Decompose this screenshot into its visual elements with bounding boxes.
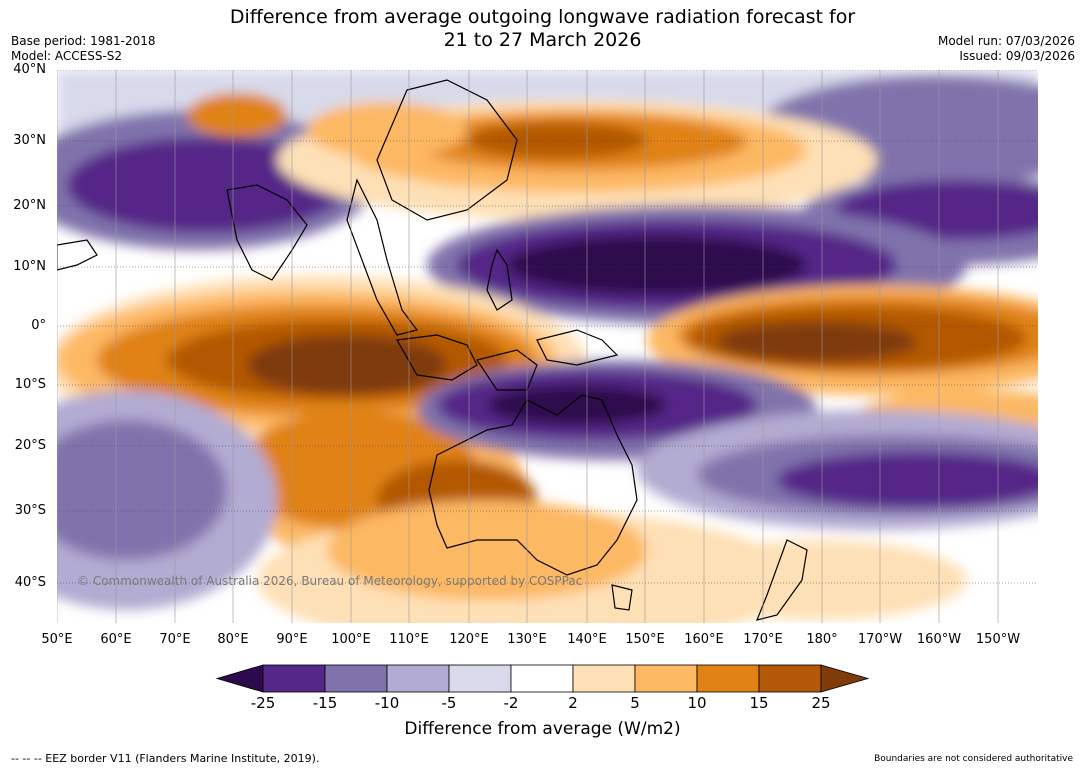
lon-label: 140°E [567,632,607,647]
lat-label: 20°N [13,198,46,213]
colorbar-arrow-low [215,664,264,693]
colorbar-label: 25 [811,694,831,712]
lon-label: 120°E [449,632,489,647]
issued-label: Issued: 09/03/2026 [959,49,1075,63]
lon-label: 100°E [331,632,371,647]
colorbar-label: -25 [250,694,276,712]
colorbar-swatch [758,664,822,693]
copyright-notice: © Commonwealth of Australia 2026, Bureau… [77,574,583,588]
lon-label: 50°E [41,632,73,647]
colorbar-swatch [696,664,760,693]
map-title-line1: Difference from average outgoing longwav… [229,6,856,28]
colorbar-swatch [324,664,388,693]
lon-label: 150°E [625,632,665,647]
lon-label: 150°W [975,632,1021,647]
model-label: Model: ACCESS-S2 [11,49,123,63]
colorbar-label: 5 [630,694,640,712]
lon-label: 110°E [389,632,429,647]
boundary-disclaimer: Boundaries are not considered authoritat… [874,754,1073,764]
lon-label: 180° [806,632,838,647]
lon-label: 130°E [507,632,547,647]
colorbar-label: -2 [503,694,519,712]
lon-label: 70°E [159,632,191,647]
lat-label: 20°S [14,438,46,453]
lat-label: 10°N [13,259,46,274]
model-run-label: Model run: 07/03/2026 [937,34,1075,48]
lon-label: 160°W [916,632,962,647]
colorbar-swatch [386,664,450,693]
lat-label: 30°S [14,503,46,518]
lon-label: 160°E [684,632,724,647]
base-period-label: Base period: 1981-2018 [11,34,156,48]
colorbar-label: 10 [687,694,707,712]
colorbar-arrow-high [820,664,870,693]
olr-anomaly-map [57,70,1038,623]
colorbar-swatch [510,664,574,693]
lat-label: 40°S [14,575,46,590]
eez-legend: -- -- -- EEZ border V11 (Flanders Marine… [11,752,320,765]
lon-label: 60°E [100,632,132,647]
lon-label: 170°E [743,632,783,647]
lat-label: 40°N [13,62,46,77]
colorbar-swatch [634,664,698,693]
colorbar-label: 2 [568,694,578,712]
colorbar-label: -15 [312,694,338,712]
map-canvas [57,70,1038,623]
colorbar [215,664,870,693]
colorbar-label: -5 [441,694,457,712]
meridians [57,70,999,623]
anomaly-field [57,70,1038,623]
colorbar-swatch [262,664,326,693]
lat-label: 10°S [14,377,46,392]
lat-label: 0° [31,318,46,333]
lon-label: 170°W [857,632,903,647]
colorbar-swatch [572,664,636,693]
map-title-line2: 21 to 27 March 2026 [443,29,642,51]
colorbar-label: 15 [749,694,769,712]
lon-label: 90°E [276,632,308,647]
colorbar-label: -10 [374,694,400,712]
colorbar-title: Difference from average (W/m2) [404,719,681,739]
lat-label: 30°N [13,133,46,148]
lon-label: 80°E [217,632,249,647]
colorbar-swatch [448,664,512,693]
